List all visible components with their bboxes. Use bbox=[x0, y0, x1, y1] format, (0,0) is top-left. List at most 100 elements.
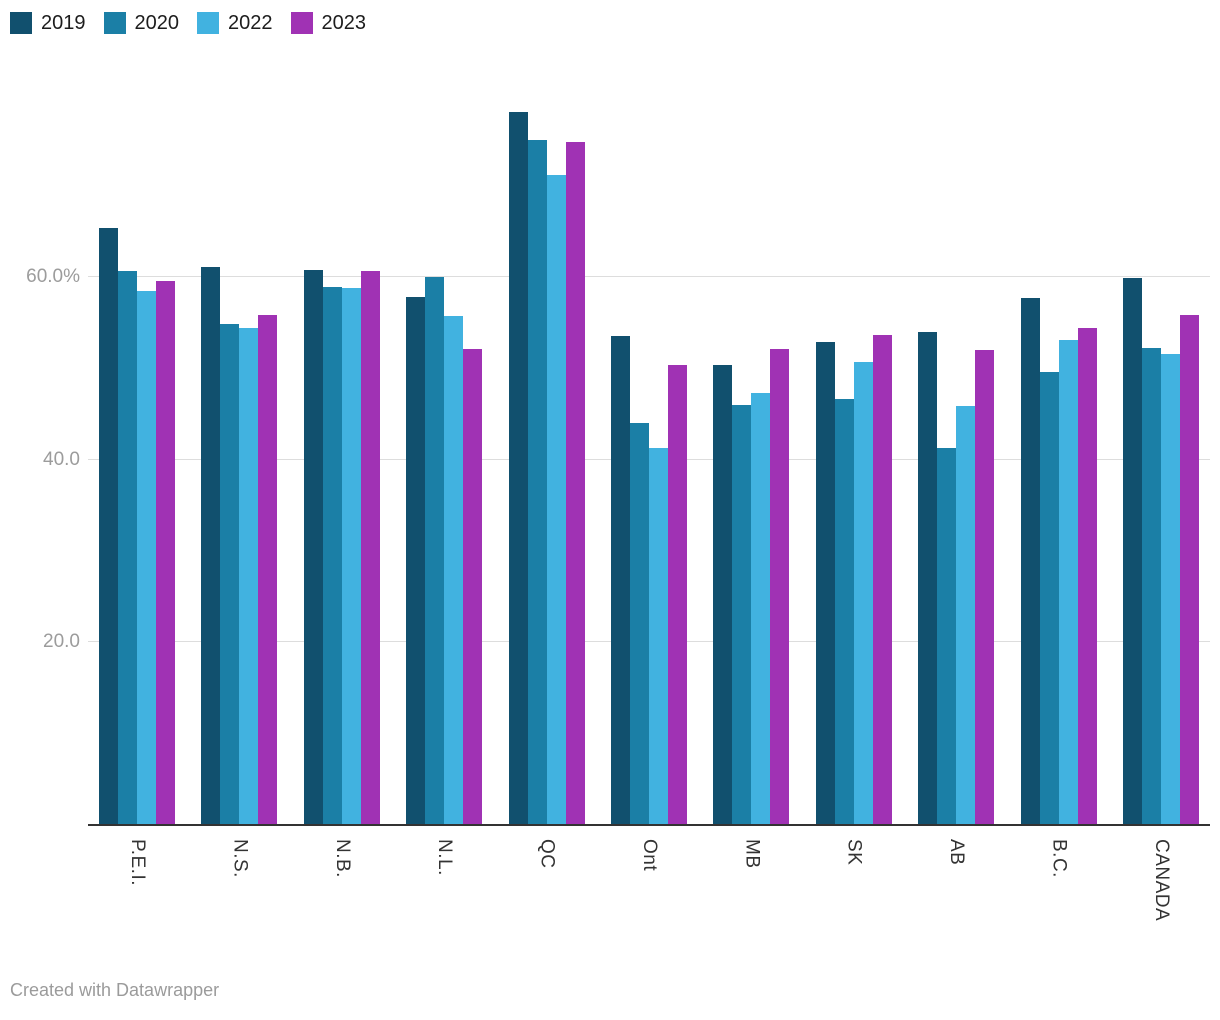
bar-group-B.C. bbox=[1020, 86, 1097, 824]
attribution-link[interactable]: Created with Datawrapper bbox=[10, 980, 220, 1000]
bar-group-MB bbox=[713, 86, 790, 824]
bar-N.L.-2019 bbox=[406, 297, 426, 824]
x-label-cell-SK: SK bbox=[816, 826, 892, 921]
legend-label-2020: 2020 bbox=[134, 12, 180, 34]
bar-P.E.I.-2023 bbox=[156, 280, 175, 824]
bar-group-Ont bbox=[610, 86, 687, 824]
y-axis-labels: 20.0 40.0 60.0% bbox=[0, 86, 80, 824]
bar-P.E.I.-2020 bbox=[118, 270, 137, 824]
bar-N.S.-2019 bbox=[201, 267, 221, 824]
x-label-cell-P.E.I.: P.E.I. bbox=[99, 826, 175, 921]
bar-QC-2020 bbox=[527, 139, 547, 824]
bar-SK-2023 bbox=[872, 334, 892, 824]
legend: 2019 2020 2022 2023 bbox=[10, 12, 366, 34]
bar-AB-2019 bbox=[918, 332, 938, 824]
bar-group-N.L. bbox=[406, 86, 483, 824]
bar-MB-2020 bbox=[732, 404, 752, 824]
x-axis-label-Ont: Ont bbox=[638, 839, 660, 872]
bar-QC-2019 bbox=[508, 112, 528, 824]
bar-N.B.-2019 bbox=[303, 270, 323, 824]
bar-AB-2022 bbox=[956, 405, 976, 824]
x-axis-label-QC: QC bbox=[536, 839, 558, 869]
y-tick-label: 20.0 bbox=[43, 630, 80, 652]
bar-Ont-2023 bbox=[667, 364, 687, 824]
bar-P.E.I.-2019 bbox=[99, 228, 118, 824]
bar-Ont-2022 bbox=[648, 447, 668, 824]
x-axis-label-CANADA: CANADA bbox=[1150, 839, 1172, 922]
bar-SK-2019 bbox=[815, 342, 835, 824]
legend-swatch-2020 bbox=[103, 12, 126, 34]
bar-N.L.-2020 bbox=[425, 277, 445, 824]
x-axis-label-N.S.: N.S. bbox=[229, 839, 251, 878]
bar-group-SK bbox=[815, 86, 892, 824]
x-axis-label-N.L.: N.L. bbox=[434, 839, 456, 876]
legend-label-2022: 2022 bbox=[228, 12, 273, 34]
bar-QC-2023 bbox=[565, 141, 585, 824]
bar-MB-2019 bbox=[713, 364, 733, 824]
plot-area bbox=[88, 86, 1210, 826]
bar-B.C.-2020 bbox=[1039, 372, 1059, 824]
x-label-cell-N.S.: N.S. bbox=[201, 826, 277, 921]
gridline bbox=[88, 276, 1210, 278]
bar-N.B.-2022 bbox=[341, 288, 361, 824]
legend-item-2023: 2023 bbox=[290, 12, 367, 34]
bar-MB-2022 bbox=[751, 393, 771, 824]
x-label-cell-Ont: Ont bbox=[611, 826, 687, 921]
bar-Ont-2019 bbox=[610, 335, 630, 824]
x-label-cell-MB: MB bbox=[713, 826, 789, 921]
legend-item-2020: 2020 bbox=[103, 12, 180, 34]
bar-CANADA-2022 bbox=[1160, 353, 1180, 824]
bar-B.C.-2019 bbox=[1020, 298, 1040, 824]
bar-N.S.-2020 bbox=[220, 323, 240, 824]
bar-AB-2020 bbox=[937, 447, 957, 824]
legend-swatch-2022 bbox=[197, 12, 219, 34]
bar-group-CANADA bbox=[1122, 86, 1199, 824]
bar-N.L.-2023 bbox=[463, 349, 483, 824]
bar-QC-2022 bbox=[546, 175, 566, 824]
bar-CANADA-2019 bbox=[1122, 278, 1142, 824]
x-label-cell-CANADA: CANADA bbox=[1123, 826, 1199, 921]
x-axis-labels: P.E.I. N.S. N.B. N.L. QC Ont MB SK AB B.C. CANADA bbox=[88, 826, 1210, 921]
legend-label-2019: 2019 bbox=[41, 12, 86, 34]
x-label-cell-N.B.: N.B. bbox=[304, 826, 380, 921]
bar-N.S.-2023 bbox=[258, 314, 278, 824]
bar-B.C.-2022 bbox=[1058, 340, 1078, 824]
x-axis-label-P.E.I.: P.E.I. bbox=[127, 839, 148, 887]
legend-item-2019: 2019 bbox=[10, 12, 86, 34]
x-axis-label-SK: SK bbox=[843, 839, 865, 866]
x-axis-label-AB: AB bbox=[946, 839, 968, 866]
bar-SK-2020 bbox=[834, 399, 854, 824]
x-label-cell-QC: QC bbox=[509, 826, 585, 921]
bar-AB-2023 bbox=[975, 350, 995, 824]
bar-N.B.-2020 bbox=[322, 287, 342, 824]
bar-N.B.-2023 bbox=[360, 270, 380, 824]
bar-group-P.E.I. bbox=[99, 86, 175, 824]
legend-label-2023: 2023 bbox=[321, 12, 367, 34]
bar-CANADA-2023 bbox=[1179, 314, 1199, 824]
bar-MB-2023 bbox=[770, 349, 790, 824]
bar-Ont-2020 bbox=[629, 423, 649, 824]
x-axis-label-B.C.: B.C. bbox=[1048, 839, 1070, 878]
bar-N.L.-2022 bbox=[444, 315, 464, 824]
y-tick-label: 60.0% bbox=[26, 266, 80, 288]
x-axis-label-N.B.: N.B. bbox=[331, 839, 353, 878]
x-label-cell-AB: AB bbox=[918, 826, 994, 921]
bar-group-QC bbox=[508, 86, 585, 824]
y-tick-label: 40.0 bbox=[43, 448, 80, 470]
legend-item-2022: 2022 bbox=[197, 12, 273, 34]
bar-N.S.-2022 bbox=[239, 328, 259, 824]
bar-SK-2022 bbox=[853, 362, 873, 824]
x-axis-label-MB: MB bbox=[741, 839, 763, 869]
legend-swatch-2019 bbox=[10, 12, 32, 34]
bar-group-AB bbox=[918, 86, 995, 824]
x-label-cell-B.C.: B.C. bbox=[1021, 826, 1097, 921]
legend-swatch-2023 bbox=[290, 12, 313, 34]
bar-CANADA-2020 bbox=[1141, 348, 1161, 824]
bar-B.C.-2023 bbox=[1077, 328, 1097, 824]
bar-group-N.B. bbox=[303, 86, 380, 824]
bar-groups bbox=[88, 86, 1210, 824]
bar-P.E.I.-2022 bbox=[137, 291, 156, 824]
x-label-cell-N.L.: N.L. bbox=[406, 826, 482, 921]
bar-group-N.S. bbox=[201, 86, 278, 824]
